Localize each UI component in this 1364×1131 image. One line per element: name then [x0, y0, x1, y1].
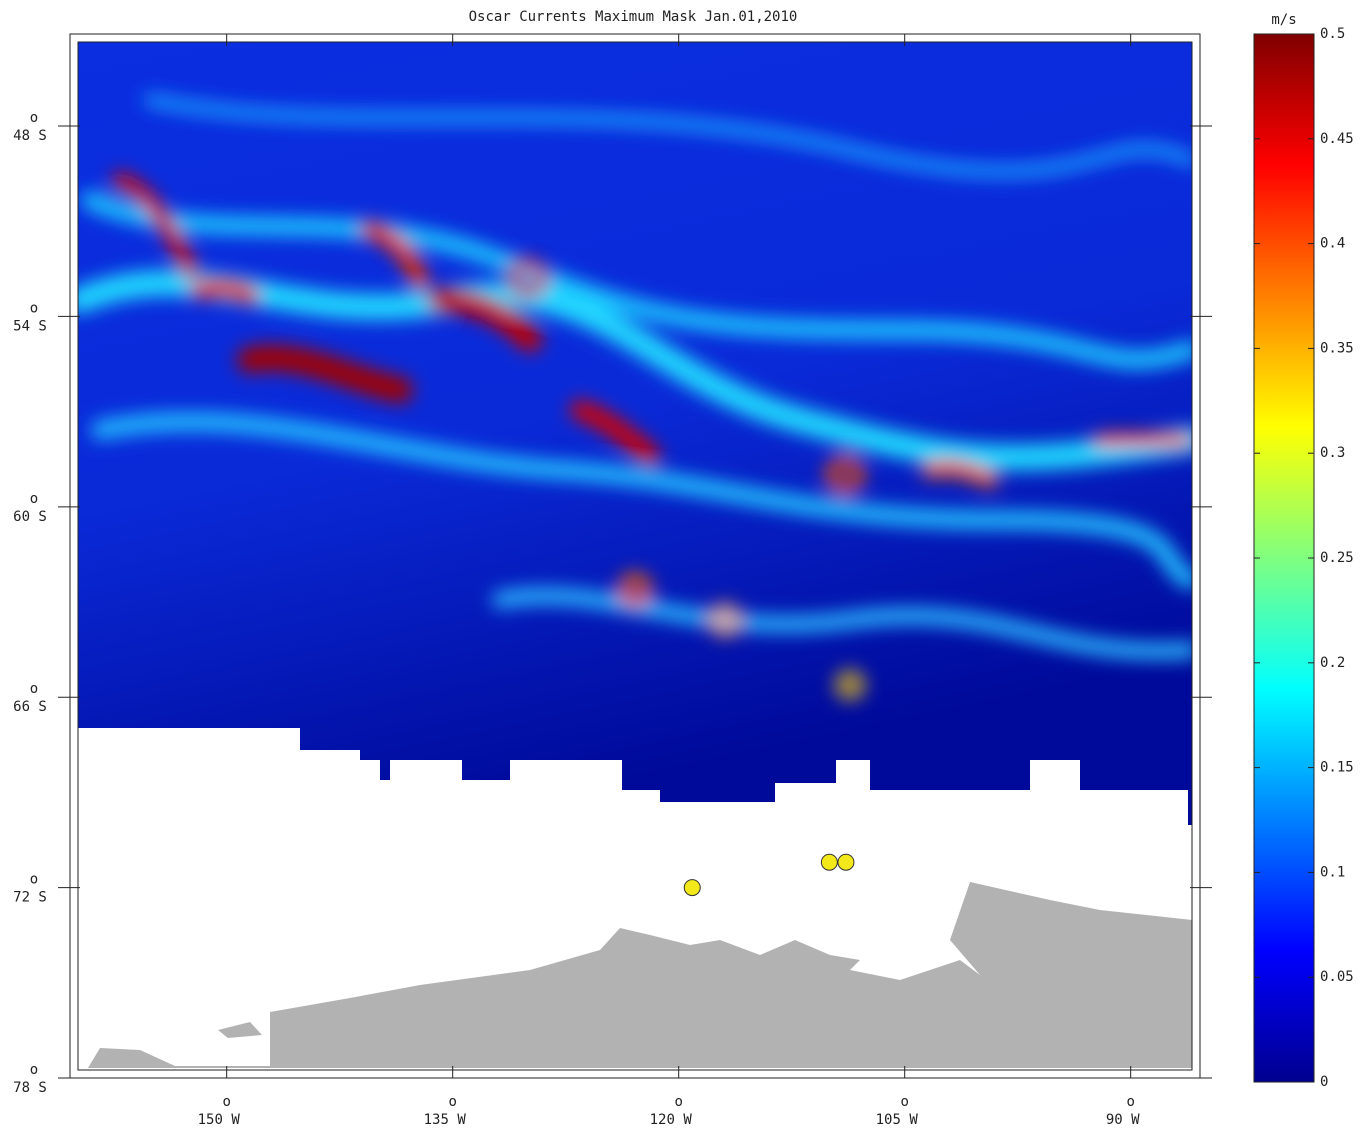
degree-mark: o: [30, 872, 38, 888]
colorbar-label: 0.45: [1320, 131, 1354, 147]
y-tick-label: 60 S: [13, 509, 47, 525]
colorbar-label: 0.25: [1320, 550, 1354, 566]
colorbar-label: 0.15: [1320, 760, 1354, 776]
x-tick-label: 135 W: [424, 1112, 467, 1128]
degree-mark: o: [1126, 1094, 1134, 1110]
map-figure: Oscar Currents Maximum Mask Jan.01,2010: [0, 0, 1364, 1131]
x-tick-label: 150 W: [198, 1112, 241, 1128]
x-tick-label: 120 W: [650, 1112, 693, 1128]
station-marker: [684, 880, 700, 896]
degree-mark: o: [30, 491, 38, 507]
degree-mark: o: [30, 1062, 38, 1078]
colorbar-label: 0.1: [1320, 864, 1345, 880]
y-tick-label: 72 S: [13, 890, 47, 906]
degree-mark: o: [448, 1094, 456, 1110]
station-marker: [838, 854, 854, 870]
colorbar-label: 0.2: [1320, 655, 1345, 671]
colorbar-label: 0.3: [1320, 445, 1345, 461]
y-tick-label: 78 S: [13, 1080, 47, 1096]
x-tick-label: 105 W: [876, 1112, 919, 1128]
degree-mark: o: [900, 1094, 908, 1110]
colorbar: [1254, 34, 1314, 1082]
map-title: Oscar Currents Maximum Mask Jan.01,2010: [469, 9, 798, 25]
island: [218, 1022, 262, 1038]
y-tick-label: 54 S: [13, 318, 47, 334]
degree-mark: o: [674, 1094, 682, 1110]
colorbar-label: 0.4: [1320, 236, 1345, 252]
y-tick-label: 66 S: [13, 699, 47, 715]
degree-mark: o: [30, 681, 38, 697]
colorbar-label: 0.5: [1320, 26, 1345, 42]
land: [88, 882, 1192, 1068]
degree-mark: o: [222, 1094, 230, 1110]
degree-mark: o: [30, 300, 38, 316]
station-marker: [821, 854, 837, 870]
colorbar-label: 0: [1320, 1074, 1328, 1090]
x-tick-label: 90 W: [1106, 1112, 1140, 1128]
degree-mark: o: [30, 110, 38, 126]
colorbar-unit: m/s: [1271, 12, 1296, 28]
colorbar-label: 0.05: [1320, 969, 1354, 985]
current-field: [78, 42, 1192, 825]
colorbar-label: 0.35: [1320, 340, 1354, 356]
y-tick-label: 48 S: [13, 128, 47, 144]
